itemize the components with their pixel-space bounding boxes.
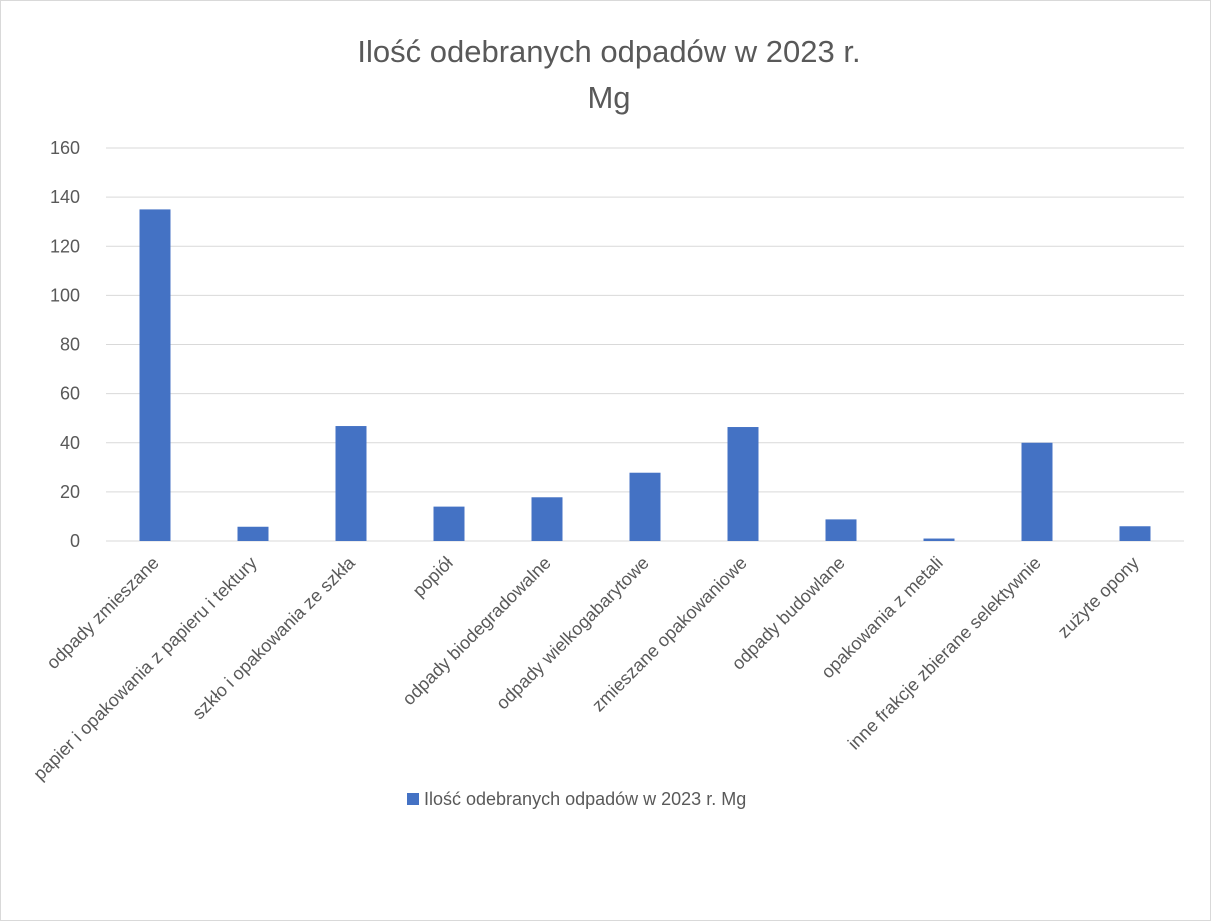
x-tick-label: zmieszane opakowaniowe <box>588 553 751 716</box>
y-tick-label: 80 <box>60 335 80 355</box>
bar-7 <box>825 519 857 541</box>
chart-title-line-1: Ilość odebranych odpadów w 2023 r. <box>357 34 860 69</box>
y-tick-label: 20 <box>60 482 80 502</box>
chart-title-line-2: Mg <box>587 80 630 115</box>
bar-5 <box>629 472 661 541</box>
y-tick-label: 40 <box>60 433 80 453</box>
x-tick-label: papier i opakowania z papieru i tektury <box>29 553 260 784</box>
bars <box>139 209 1151 541</box>
bar-6 <box>727 427 759 541</box>
x-tick-label: popiół <box>409 553 457 601</box>
bar-2 <box>335 426 367 541</box>
y-tick-label: 60 <box>60 384 80 404</box>
x-tick-label: szkło i opakowania ze szkła <box>188 552 359 723</box>
bar-8 <box>923 538 955 541</box>
y-tick-label: 140 <box>50 187 80 207</box>
legend: Ilość odebranych odpadów w 2023 r. Mg <box>407 789 746 809</box>
bar-10 <box>1119 526 1151 541</box>
bar-0 <box>139 209 171 541</box>
x-tick-label: zużyte opony <box>1054 553 1143 642</box>
legend-label: Ilość odebranych odpadów w 2023 r. Mg <box>424 789 746 809</box>
gridlines <box>106 147 1184 542</box>
y-tick-label: 160 <box>50 138 80 158</box>
bar-4 <box>531 497 563 541</box>
legend-swatch <box>407 793 419 805</box>
bar-3 <box>433 506 465 541</box>
y-axis-tick-labels: 0 20 40 60 80 100 120 140 160 <box>50 138 80 551</box>
x-tick-label: inne frakcje zbierane selektywnie <box>844 553 1045 754</box>
y-tick-label: 120 <box>50 236 80 256</box>
y-tick-label: 100 <box>50 285 80 305</box>
y-tick-label: 0 <box>70 531 80 551</box>
bar-9 <box>1021 442 1053 541</box>
bar-1 <box>237 526 269 541</box>
chart-title: Ilość odebranych odpadów w 2023 r. Mg <box>357 34 860 115</box>
